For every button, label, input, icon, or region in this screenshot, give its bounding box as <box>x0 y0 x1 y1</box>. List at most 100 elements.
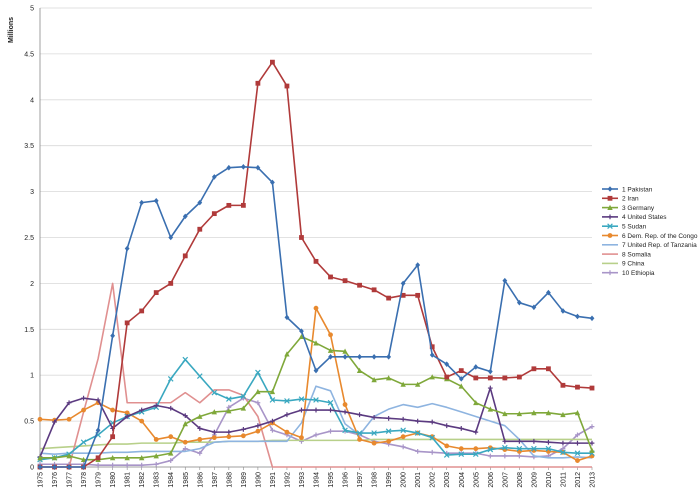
legend-label: 4 United States <box>622 214 667 221</box>
data-point <box>589 440 595 446</box>
data-point <box>168 281 174 286</box>
data-point <box>400 434 406 440</box>
data-point <box>371 354 377 360</box>
data-point <box>502 438 508 444</box>
data-point <box>313 367 319 374</box>
series-line <box>39 387 592 458</box>
legend-item: 7 United Rep. of Tanzania <box>602 242 697 249</box>
data-point <box>589 385 595 391</box>
data-point <box>487 368 493 375</box>
data-point <box>255 428 261 434</box>
data-point <box>516 410 523 417</box>
data-point <box>240 405 247 411</box>
legend-label: 10 Ethiopia <box>622 270 655 277</box>
series-7 <box>39 385 593 459</box>
legend-item: 6 Dem. Rep. of the Congo <box>602 233 698 240</box>
data-point <box>560 449 566 456</box>
data-point <box>211 429 217 435</box>
x-tick-label: 1983 <box>154 472 161 488</box>
data-point <box>182 446 188 452</box>
x-tick-label: 2007 <box>502 472 509 488</box>
x-tick-label: 1976 <box>52 472 59 488</box>
data-point <box>487 375 493 381</box>
data-point <box>168 234 174 241</box>
series-line <box>40 61 593 468</box>
x-tick-label: 1986 <box>197 472 204 488</box>
data-point <box>574 410 581 416</box>
data-point <box>284 351 290 357</box>
x-tick-label: 1978 <box>81 472 88 488</box>
data-point <box>255 423 261 429</box>
data-point <box>458 451 465 457</box>
data-point <box>429 449 435 455</box>
data-point <box>429 374 435 380</box>
y-tick-labels: 0 0.5 1 1.5 2 2.5 3 3.5 4 4.5 5 <box>24 6 34 472</box>
data-point <box>458 383 464 389</box>
data-point <box>386 438 392 444</box>
data-point <box>284 314 290 321</box>
x-tick-label: 1975 <box>38 472 45 488</box>
data-point <box>589 315 595 322</box>
x-tick-label: 1996 <box>343 472 350 488</box>
data-point <box>95 397 101 403</box>
x-tick-label: 1997 <box>357 472 364 488</box>
data-point <box>386 295 392 301</box>
legend-item: 4 United States <box>602 214 667 221</box>
data-point <box>472 451 479 457</box>
y-tick-label: 0 <box>30 465 34 472</box>
data-point <box>37 455 43 461</box>
data-point <box>110 462 116 468</box>
data-point <box>197 413 203 419</box>
data-point <box>516 453 522 459</box>
x-tick-label: 1987 <box>212 472 219 488</box>
data-point <box>386 415 392 421</box>
data-point <box>400 444 406 450</box>
data-point <box>574 450 581 457</box>
series-line <box>39 385 593 459</box>
x-tick-label: 2002 <box>430 472 437 488</box>
data-point <box>81 407 86 413</box>
data-point <box>284 83 290 89</box>
series-3 <box>37 333 595 463</box>
data-point <box>299 328 304 334</box>
data-point <box>313 258 319 264</box>
data-point <box>124 414 130 419</box>
x-tick-label: 2013 <box>590 472 597 488</box>
data-point <box>110 332 116 339</box>
data-point <box>197 199 203 206</box>
data-point <box>226 429 232 435</box>
data-point <box>299 235 304 240</box>
data-point <box>415 292 421 298</box>
data-point <box>531 445 537 452</box>
data-point <box>502 453 508 459</box>
data-point <box>197 437 203 442</box>
data-point <box>429 344 435 350</box>
series-8 <box>40 282 592 468</box>
data-point <box>95 462 101 468</box>
data-point <box>328 354 333 360</box>
series-9 <box>39 438 592 450</box>
x-tick-label: 1977 <box>67 472 74 488</box>
data-point <box>66 464 72 470</box>
data-point <box>444 374 450 380</box>
x-tick-label: 1984 <box>168 472 175 488</box>
data-point <box>95 427 101 434</box>
series-line <box>39 438 592 450</box>
legend-label: 5 Sudan <box>622 224 647 231</box>
data-point <box>139 418 145 424</box>
data-point <box>328 428 333 434</box>
x-tick-label: 1991 <box>270 472 277 488</box>
data-point <box>211 389 218 396</box>
data-point <box>473 364 479 370</box>
x-tick-label: 2010 <box>546 472 553 488</box>
data-point <box>81 395 86 401</box>
data-point <box>153 197 159 204</box>
data-point <box>342 409 348 415</box>
data-point <box>546 439 551 445</box>
data-point <box>255 164 261 171</box>
data-point <box>328 407 333 413</box>
data-point <box>357 437 362 442</box>
data-point <box>269 397 276 403</box>
data-point <box>226 396 232 402</box>
data-point <box>298 396 305 402</box>
